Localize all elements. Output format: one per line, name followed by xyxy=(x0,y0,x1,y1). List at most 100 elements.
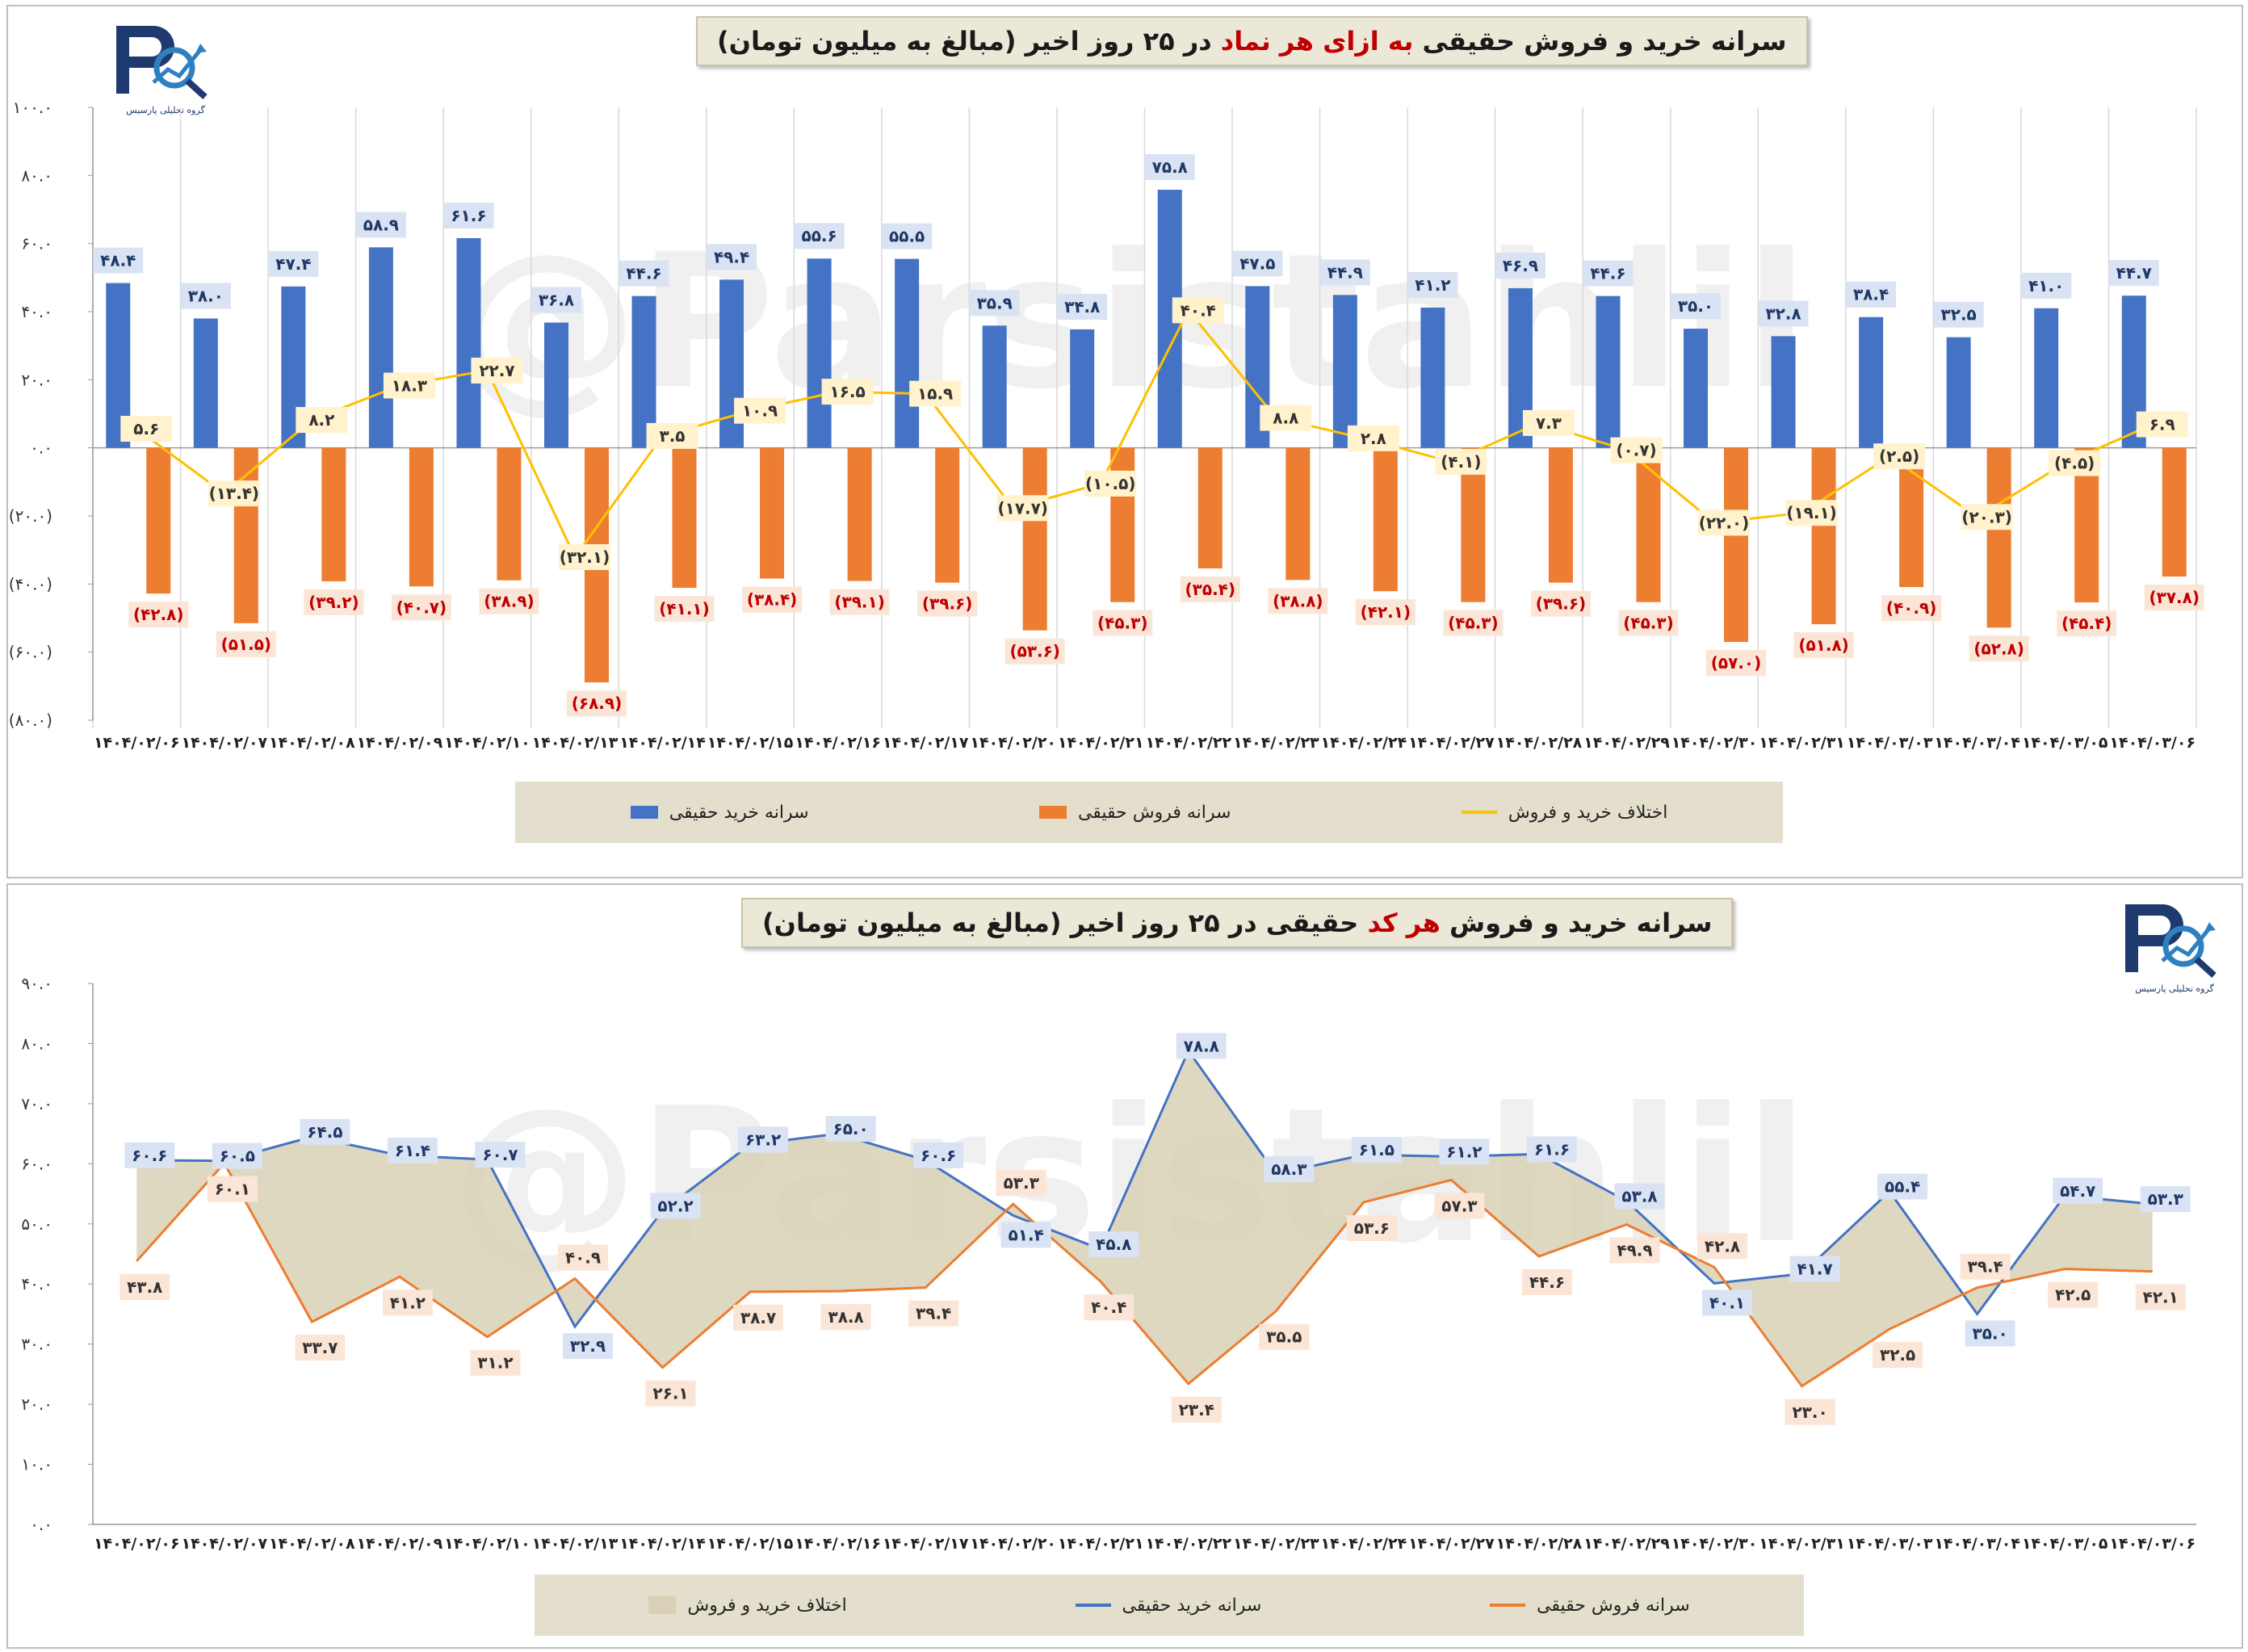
sell-data-label-text: (۴۲.۸) xyxy=(133,605,184,624)
buy-data-label: ۶۱.۲ xyxy=(1439,1138,1490,1165)
buy-data-label-box xyxy=(1671,293,1722,320)
diff-data-label-text: ۶.۹ xyxy=(2149,415,2175,434)
buy-data-label-box xyxy=(355,212,406,238)
sell-data-label: (۶۸.۹) xyxy=(566,690,627,717)
y-tick-label: ۳۰.۰ xyxy=(21,1335,52,1354)
buy-data-label: ۶۱.۴ xyxy=(387,1137,438,1164)
diff-data-label-text: ۲.۸ xyxy=(1361,429,1386,448)
diff-data-label: ۱۰.۹ xyxy=(734,397,786,424)
sell-data-label: ۵۳.۶ xyxy=(1346,1214,1397,1241)
buy-data-label-text: ۴۱.۲ xyxy=(1415,275,1450,295)
diff-data-label-text: ۴۰.۴ xyxy=(1181,300,1216,320)
buy-data-label-box xyxy=(475,1142,526,1168)
buy-data-label-text: ۴۴.۶ xyxy=(1590,264,1625,283)
diff-data-label-box xyxy=(1347,425,1399,451)
sell-data-label: (۴۵.۳) xyxy=(1093,610,1153,636)
sell-data-label-box xyxy=(654,595,715,622)
sell-data-label-box xyxy=(120,1273,170,1300)
sell-data-label-text: ۳۳.۷ xyxy=(302,1338,338,1357)
sell-data-label-box xyxy=(917,590,978,617)
sell-data-label-text: (۵۱.۸) xyxy=(1798,635,1849,655)
x-tick-label: ۱۴۰۴/۰۲/۱۷ xyxy=(883,734,969,752)
buy-data-label: ۳۲.۸ xyxy=(1758,300,1809,327)
buy-data-label-box xyxy=(1000,1222,1051,1248)
sell-data-label: (۴۰.۷) xyxy=(391,594,451,621)
buy-data-label-box xyxy=(124,1142,175,1168)
x-tick-label: ۱۴۰۴/۰۲/۲۷ xyxy=(1408,1535,1495,1553)
buy-data-label: ۵۸.۹ xyxy=(355,212,406,238)
buy-data-label: ۵۱.۴ xyxy=(1000,1222,1051,1248)
buy-data-label-box xyxy=(2140,1186,2191,1213)
sell-data-label-box xyxy=(566,690,627,717)
sell-data-label-text: ۳۹.۴ xyxy=(1968,1257,2003,1277)
buy-data-label-box xyxy=(1877,1173,1928,1200)
sell-data-label-box xyxy=(391,594,451,621)
buy-data-label-box xyxy=(1702,1289,1753,1316)
sell-data-label-text: ۳۵.۵ xyxy=(1266,1327,1302,1347)
sell-data-label-box xyxy=(1609,1237,1660,1264)
sell-data-label-text: ۳۱.۲ xyxy=(477,1353,513,1373)
x-tick-label: ۱۴۰۴/۰۲/۲۰ xyxy=(970,1535,1056,1553)
bottom-area-line-chart: @Parsistahlil۹۰.۰۸۰.۰۷۰.۰۶۰.۰۵۰.۰۴۰.۰۳۰.… xyxy=(21,974,2196,1553)
buy-data-label: ۴۱.۰ xyxy=(2021,272,2072,299)
sell-data-label: (۳۸.۸) xyxy=(1268,588,1328,614)
buy-data-label-text: ۳۴.۸ xyxy=(1064,297,1100,317)
y-tick-label: ۵۰.۰ xyxy=(21,1214,52,1234)
sell-data-label: (۳۸.۹) xyxy=(479,588,539,614)
buy-data-label-text: ۳۸.۰ xyxy=(188,286,224,305)
sell-data-label-text: (۵۳.۶) xyxy=(1009,642,1060,661)
x-tick-label: ۱۴۰۴/۰۲/۲۱ xyxy=(1058,1535,1144,1553)
buy-bar xyxy=(895,258,920,448)
x-tick-label: ۱۴۰۴/۰۲/۱۴ xyxy=(619,1535,706,1553)
buy-bar xyxy=(631,296,656,448)
diff-data-label-box xyxy=(1084,470,1137,497)
sell-data-label-text: (۳۹.۶) xyxy=(1536,594,1587,614)
diff-data-label: (۱۳.۴) xyxy=(208,480,260,507)
diff-data-label-box xyxy=(1785,500,1838,526)
buy-data-label: ۴۴.۶ xyxy=(619,260,669,287)
x-tick-label: ۱۴۰۴/۰۲/۰۸ xyxy=(269,734,355,752)
sell-data-label: (۴۱.۱) xyxy=(654,595,715,622)
y-tick-label: ۱۰.۰ xyxy=(21,1455,52,1474)
diff-data-label: (۴.۵) xyxy=(2049,450,2101,476)
sell-data-label-text: (۴۵.۳) xyxy=(1448,614,1499,633)
sell-data-label-box xyxy=(1084,1294,1134,1321)
buy-data-label-box xyxy=(707,244,757,270)
x-tick-label: ۱۴۰۴/۰۲/۱۵ xyxy=(707,734,794,752)
buy-data-label-text: ۵۸.۳ xyxy=(1271,1159,1306,1179)
diff-data-label-box xyxy=(1435,448,1487,475)
buy-data-label-box xyxy=(531,287,581,313)
buy-data-label-box xyxy=(1176,1033,1227,1059)
diff-data-label-text: ۱۰.۹ xyxy=(742,401,778,421)
sell-data-label-box xyxy=(128,602,189,628)
buy-data-label: ۵۴.۷ xyxy=(2053,1177,2103,1204)
buy-data-label-text: ۶۵.۰ xyxy=(833,1119,868,1138)
sell-data-label-text: ۴۳.۸ xyxy=(127,1277,162,1297)
sell-data-label-box xyxy=(1434,1193,1485,1219)
buy-data-label-box xyxy=(1758,300,1809,327)
sell-data-label: ۴۲.۸ xyxy=(1697,1233,1748,1260)
diff-data-label-text: (۱۹.۱) xyxy=(1786,503,1837,522)
buy-data-label-text: ۴۹.۴ xyxy=(714,247,749,266)
sell-data-label-text: ۳۸.۸ xyxy=(828,1307,863,1327)
sell-data-label-box xyxy=(1706,650,1767,677)
sell-data-label-text: (۵۲.۸) xyxy=(1973,639,2024,658)
y-tick-label: ۹۰.۰ xyxy=(21,974,52,993)
buy-data-label-box xyxy=(1933,301,1984,328)
x-tick-label: ۱۴۰۴/۰۳/۰۵ xyxy=(2022,1535,2108,1553)
sell-data-label-text: (۳۵.۴) xyxy=(1185,580,1236,599)
diff-data-label-text: (۴.۵) xyxy=(2054,454,2095,473)
sell-bar xyxy=(321,447,346,581)
sell-data-label-text: ۴۹.۹ xyxy=(1617,1241,1652,1260)
buy-data-label: ۶۱.۵ xyxy=(1351,1137,1402,1164)
diff-data-label: ۲۲.۷ xyxy=(471,357,523,384)
buy-data-label-text: ۳۵.۰ xyxy=(1678,296,1713,316)
buy-data-label-text: ۴۸.۴ xyxy=(100,251,136,270)
buy-bar xyxy=(1859,317,1884,448)
buy-bar xyxy=(456,237,481,448)
sell-bar xyxy=(760,447,785,579)
diff-data-label: (۱۰.۵) xyxy=(1084,470,1137,497)
top-chart-title: سرانه خرید و فروش حقیقی به ازای هر نماد … xyxy=(696,16,1808,66)
top-bar-line-chart: @Parsistahlil۱۰۰.۰۸۰.۰۶۰.۰۴۰.۰۲۰.۰۰.۰(۲۰… xyxy=(9,98,2204,752)
buy-data-label-box xyxy=(650,1193,701,1219)
